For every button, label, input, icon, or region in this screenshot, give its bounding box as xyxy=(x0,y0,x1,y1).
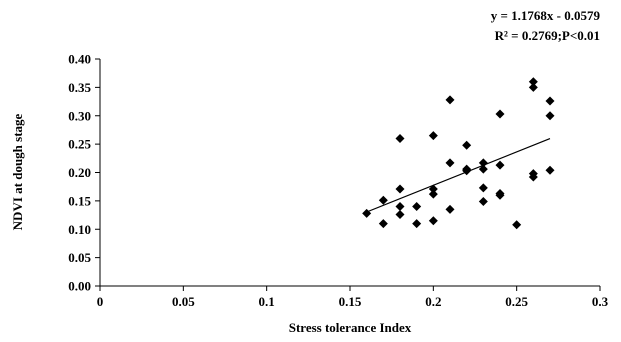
data-point xyxy=(495,190,505,200)
y-axis-title: NDVI at dough stage xyxy=(10,113,25,230)
y-tick-label: 0.10 xyxy=(68,222,91,237)
data-point xyxy=(478,164,488,174)
x-axis-title: Stress tolerance Index xyxy=(289,320,412,335)
data-point xyxy=(395,184,405,194)
data-point xyxy=(478,196,488,206)
y-tick-label: 0.40 xyxy=(68,52,91,67)
data-point xyxy=(412,219,422,229)
data-point xyxy=(412,202,422,212)
data-point xyxy=(445,158,455,168)
data-point xyxy=(428,189,438,199)
data-point xyxy=(428,131,438,141)
data-point xyxy=(428,216,438,226)
data-point xyxy=(395,133,405,143)
x-tick-label: 0.2 xyxy=(425,294,441,309)
x-tick-label: 0.1 xyxy=(259,294,275,309)
data-point xyxy=(445,95,455,105)
data-point xyxy=(378,195,388,205)
trendline xyxy=(366,137,551,213)
y-tick-label: 0.25 xyxy=(68,137,91,152)
data-point xyxy=(378,219,388,229)
data-point xyxy=(462,140,472,150)
data-point xyxy=(545,96,555,106)
x-tick-label: 0 xyxy=(97,294,104,309)
axes xyxy=(95,58,601,291)
x-tick-label: 0.15 xyxy=(339,294,362,309)
x-tick-label: 0.05 xyxy=(172,294,195,309)
x-tick-label: 0.3 xyxy=(592,294,609,309)
tick-labels: 0 0.05 0.1 0.15 0.2 0.25 0.3 0.00 0.05 0.10 0.15 0.… xyxy=(68,52,608,310)
data-point xyxy=(528,172,538,182)
data-point xyxy=(495,160,505,170)
regression-equation: y = 1.1768x - 0.0579 xyxy=(491,8,601,23)
y-tick-label: 0.00 xyxy=(68,279,91,294)
data-point xyxy=(395,202,405,212)
data-point xyxy=(528,77,538,87)
data-point xyxy=(528,82,538,92)
r-squared-label: R² = 0.2769;P<0.01 xyxy=(495,28,600,43)
data-point xyxy=(445,204,455,214)
y-tick-label: 0.05 xyxy=(68,250,91,265)
y-tick-label: 0.35 xyxy=(68,80,91,95)
y-tick-label: 0.15 xyxy=(68,193,91,208)
x-tick-label: 0.25 xyxy=(505,294,528,309)
data-point xyxy=(545,165,555,175)
data-points xyxy=(362,77,555,230)
trendline-group xyxy=(366,137,551,213)
data-point xyxy=(478,158,488,168)
y-tick-label: 0.20 xyxy=(68,165,91,180)
data-point xyxy=(478,183,488,193)
data-point xyxy=(545,111,555,121)
data-point xyxy=(512,220,522,230)
data-point xyxy=(495,109,505,119)
data-point xyxy=(395,209,405,219)
y-tick-label: 0.30 xyxy=(68,108,91,123)
